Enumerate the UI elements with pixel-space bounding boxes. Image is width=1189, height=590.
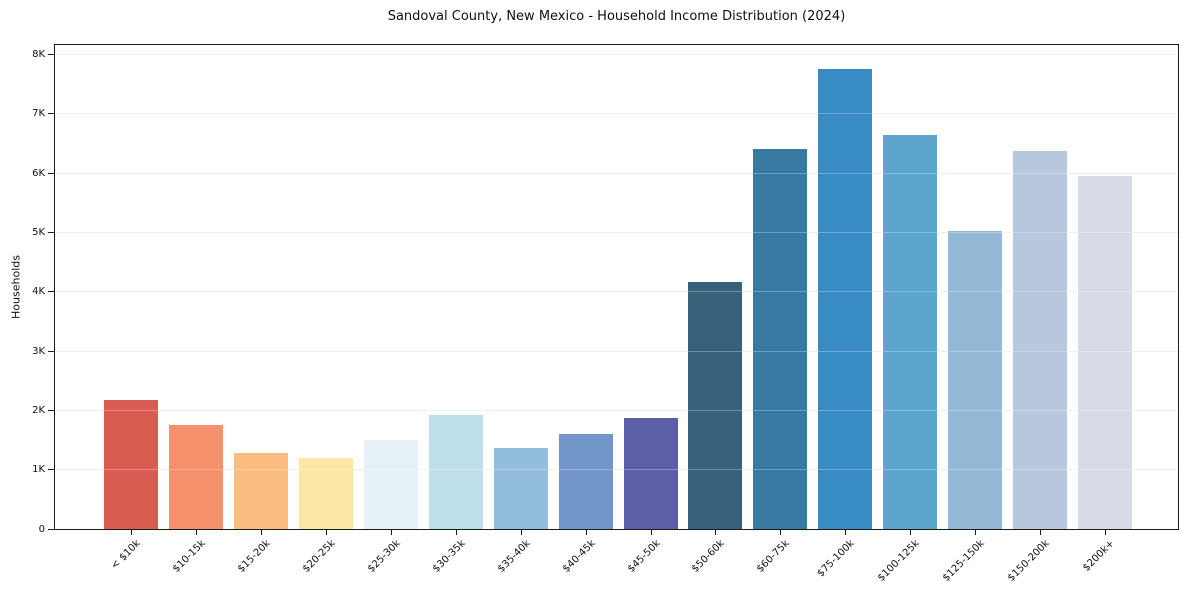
gridline-overlay	[55, 350, 1178, 352]
x-tick-label: < $10k	[109, 538, 144, 572]
gridline	[55, 350, 1178, 352]
bar-$45-50k	[623, 417, 678, 529]
x-tick-mark	[390, 530, 392, 535]
gridline-overlay	[55, 54, 1178, 55]
y-tick-label: 5K	[32, 226, 45, 238]
gridline	[55, 409, 1178, 411]
x-tick-label: $125-150k	[940, 538, 987, 584]
x-tick-label: $200k+	[1080, 538, 1117, 574]
x-tick-mark	[715, 530, 717, 535]
y-tick-mark	[48, 350, 54, 352]
y-tick-label: 1K	[32, 464, 45, 476]
y-tick-mark	[48, 172, 54, 174]
y-tick-mark	[48, 291, 54, 293]
y-tick-mark	[48, 53, 54, 55]
x-tick-label: $20-25k	[300, 538, 338, 575]
x-tick-mark	[650, 530, 652, 535]
y-tick-label: 3K	[32, 345, 45, 357]
y-tick-label: 2K	[32, 404, 45, 416]
bar-$100-125k	[883, 134, 938, 529]
x-tick-mark	[131, 530, 133, 535]
chart-title: Sandoval County, New Mexico - Household …	[387, 9, 846, 24]
y-tick-label: 8K	[32, 48, 45, 60]
y-tick-mark	[48, 231, 54, 233]
y-tick-mark	[48, 469, 54, 471]
bar-$40-45k	[558, 434, 613, 529]
gridline	[55, 54, 1178, 55]
bar-$150-200k	[1012, 150, 1067, 529]
bar-$20-25k	[299, 457, 353, 529]
x-tick-label: $50-60k	[690, 538, 728, 575]
x-tick-mark	[326, 530, 327, 535]
gridline-overlay	[55, 409, 1178, 411]
bar-< $10k	[104, 399, 159, 529]
gridline-overlay	[55, 231, 1178, 233]
gridline	[55, 469, 1178, 471]
x-tick-label: $30-35k	[430, 538, 468, 575]
x-tick-mark	[261, 530, 263, 535]
plot-area	[54, 44, 1179, 530]
x-tick-label: $60-75k	[755, 538, 793, 575]
x-tick-mark	[780, 530, 782, 535]
bar-$50-60k	[688, 281, 743, 529]
gridline	[55, 231, 1178, 233]
bar-$15-20k	[234, 452, 289, 529]
x-tick-label: $15-20k	[235, 538, 273, 575]
x-tick-mark	[585, 530, 587, 535]
y-tick-label: 0	[38, 523, 45, 535]
x-tick-mark	[1104, 530, 1106, 535]
y-tick-mark	[48, 528, 54, 530]
x-tick-label: $25-30k	[365, 538, 403, 575]
bar-$60-75k	[753, 148, 808, 529]
x-tick-mark	[910, 530, 912, 535]
bar-$10-15k	[169, 425, 224, 529]
x-tick-label: $150-200k	[1005, 538, 1052, 584]
bar-$30-35k	[428, 415, 483, 529]
x-tick-mark	[520, 530, 522, 535]
y-tick-mark	[48, 409, 54, 411]
y-tick-mark	[48, 113, 54, 115]
gridline-overlay	[55, 291, 1178, 293]
x-tick-label: $75-100k	[815, 538, 857, 580]
x-tick-label: $40-45k	[560, 538, 598, 575]
plot-canvas	[55, 45, 1178, 529]
x-tick-label: $35-40k	[495, 538, 533, 575]
x-tick-mark	[845, 530, 847, 535]
bar-$125-150k	[948, 230, 1002, 529]
bar-$200k+	[1077, 175, 1132, 529]
bar-$25-30k	[363, 440, 418, 529]
x-tick-mark	[455, 530, 457, 535]
gridline	[55, 113, 1178, 115]
bar-$35-40k	[493, 447, 548, 529]
y-tick-label: 4K	[32, 286, 45, 298]
gridline-overlay	[55, 172, 1178, 174]
gridline-overlay	[55, 469, 1178, 471]
bar-$75-100k	[818, 69, 873, 529]
x-tick-label: $10-15k	[171, 538, 208, 575]
x-tick-mark	[975, 530, 976, 535]
x-tick-label: $100-125k	[875, 538, 922, 584]
gridline	[55, 172, 1178, 174]
gridline-overlay	[55, 113, 1178, 115]
x-tick-label: $45-50k	[625, 538, 663, 575]
y-tick-label: 7K	[32, 108, 45, 120]
x-tick-mark	[196, 530, 198, 535]
gridline	[55, 291, 1178, 293]
x-tick-mark	[1039, 530, 1041, 535]
y-tick-label: 6K	[32, 167, 45, 179]
